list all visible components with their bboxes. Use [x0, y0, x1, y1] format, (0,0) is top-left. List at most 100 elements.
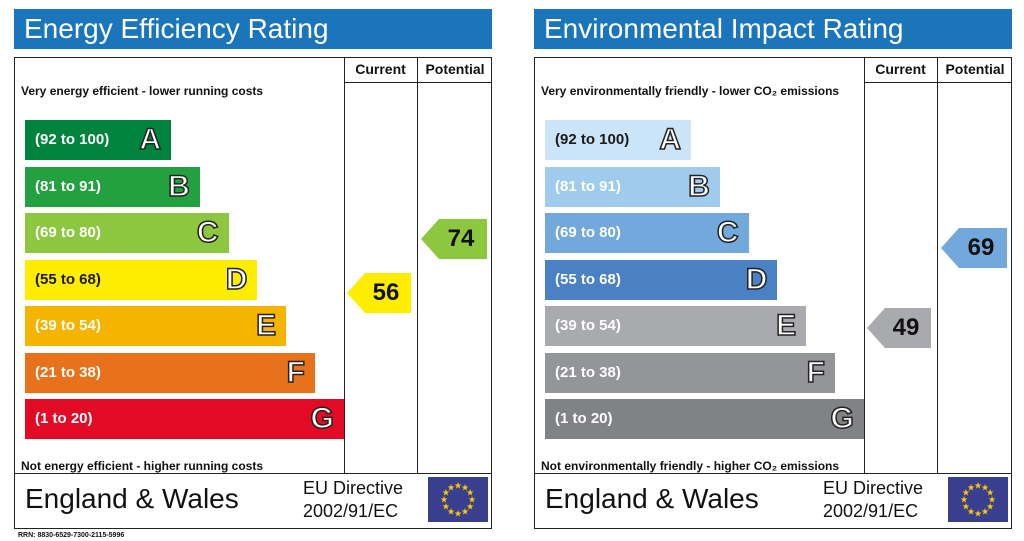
eu-star: ★ — [466, 502, 474, 512]
band-f: (21 to 38) F — [545, 352, 835, 393]
band-f: (21 to 38) F — [25, 352, 315, 393]
eu-stars: ★★★★★★★★★★★★ — [960, 481, 996, 519]
band-range-label: (92 to 100) — [35, 131, 110, 148]
eu-star: ★ — [967, 507, 975, 517]
top-note: Very energy efficient - lower running co… — [21, 84, 264, 98]
eu-star: ★ — [981, 482, 989, 492]
eu-star: ★ — [962, 502, 970, 512]
band-range-label: (69 to 80) — [555, 224, 621, 241]
rating-table: Current Potential Very environmentally f… — [534, 57, 1012, 529]
band-a: (92 to 100) A — [25, 120, 171, 160]
eu-star: ★ — [454, 481, 462, 491]
current-column-header: Current — [355, 61, 406, 77]
current-rating-arrow: 56 — [347, 272, 411, 313]
eu-star: ★ — [466, 488, 474, 498]
band-range-label: (1 to 20) — [555, 410, 613, 427]
band-range-label: (39 to 54) — [555, 317, 621, 334]
band-c: (69 to 80) C — [545, 213, 749, 253]
potential-rating-arrow: 69 — [941, 227, 1007, 268]
rating-arrow-shape — [347, 272, 411, 313]
header-divider — [864, 82, 1011, 83]
eu-star: ★ — [960, 495, 968, 505]
eu-star: ★ — [447, 482, 455, 492]
footer-country: England & Wales — [545, 483, 759, 514]
band-letter: A — [659, 122, 682, 157]
band-letter: D — [225, 262, 248, 297]
eu-star: ★ — [447, 507, 455, 517]
rating-arrow-shape — [421, 219, 487, 260]
band-e: (39 to 54) E — [25, 306, 287, 346]
potential-rating-value: 69 — [967, 233, 995, 261]
eu-star: ★ — [967, 482, 975, 492]
band-range-label: (1 to 20) — [35, 410, 93, 427]
band-a: (92 to 100) A — [545, 120, 691, 160]
eu-star: ★ — [962, 488, 970, 498]
eu-star: ★ — [461, 482, 469, 492]
band-letter: G — [310, 401, 335, 436]
current-column-header: Current — [875, 61, 926, 77]
band-letter: A — [139, 122, 162, 157]
band-range-label: (55 to 68) — [35, 270, 101, 288]
band-letter: F — [806, 355, 826, 390]
band-g: (1 to 20) G — [25, 399, 344, 439]
eu-star: ★ — [442, 488, 450, 498]
potential-rating-arrow: 74 — [421, 219, 487, 260]
current-rating-value: 49 — [892, 314, 920, 342]
band-range-label: (55 to 68) — [555, 270, 621, 288]
column-divider — [937, 58, 938, 474]
band-range-label: (81 to 91) — [555, 177, 621, 195]
band-g: (1 to 20) G — [545, 399, 864, 439]
band-letter: D — [745, 262, 768, 297]
footer-divider — [535, 473, 1011, 474]
band-letter: G — [830, 401, 855, 436]
bottom-note: Not energy efficient - higher running co… — [21, 459, 264, 473]
band-b: (81 to 91) B — [25, 166, 200, 207]
band-d: (55 to 68) D — [545, 259, 778, 300]
footer-directive: EU Directive 2002/91/EC — [303, 477, 403, 523]
panel-title: Energy Efficiency Rating — [14, 9, 492, 49]
header-divider — [344, 82, 491, 83]
potential-column-header: Potential — [945, 61, 1005, 77]
directive-line-1: EU Directive — [823, 478, 924, 498]
directive-line-1: EU Directive — [303, 478, 404, 498]
current-rating-arrow: 49 — [867, 308, 931, 349]
eu-stars: ★★★★★★★★★★★★ — [440, 481, 476, 519]
column-divider — [344, 58, 345, 474]
band-range-label: (81 to 91) — [35, 177, 101, 195]
column-divider — [417, 58, 418, 474]
band-letter: B — [687, 169, 710, 204]
eu-flag-icon: ★ ★ ★ ★ ★ ★ ★ ★ ★ ★ ★ ★ — [428, 477, 488, 522]
footer-directive: EU Directive 2002/91/EC — [823, 477, 923, 523]
band-range-label: (21 to 38) — [555, 363, 621, 381]
directive-line-2: 2002/91/EC — [823, 501, 919, 521]
eu-star: ★ — [986, 502, 994, 512]
band-d: (55 to 68) D — [25, 259, 258, 300]
eu-flag-icon: ★ ★ ★ ★ ★ ★ ★ ★ ★ ★ ★ ★ — [948, 477, 1008, 522]
eu-star: ★ — [988, 495, 996, 505]
band-c: (69 to 80) C — [25, 213, 229, 253]
band-letter: B — [167, 169, 190, 204]
band-range-label: (92 to 100) — [555, 131, 630, 148]
eu-star: ★ — [468, 495, 476, 505]
rating-arrow-shape — [867, 308, 931, 349]
band-range-label: (39 to 54) — [35, 317, 101, 334]
band-letter: F — [286, 355, 306, 390]
energy-efficiency-panel: Energy Efficiency Rating Current Potenti… — [14, 0, 492, 530]
eu-star: ★ — [461, 507, 469, 517]
potential-column-header: Potential — [425, 61, 485, 77]
potential-rating-value: 74 — [447, 225, 475, 253]
top-note: Very environmentally friendly - lower CO… — [541, 84, 840, 98]
column-divider — [864, 58, 865, 474]
directive-line-2: 2002/91/EC — [303, 501, 399, 521]
eu-star: ★ — [974, 481, 982, 491]
band-letter: C — [716, 215, 739, 250]
eu-star: ★ — [986, 488, 994, 498]
current-rating-value: 56 — [372, 278, 400, 306]
eu-star: ★ — [454, 509, 462, 519]
footer-divider — [15, 473, 491, 474]
band-letter: E — [775, 308, 797, 343]
rating-table: Current Potential Very energy efficient … — [14, 57, 492, 529]
footer-country: England & Wales — [25, 483, 239, 514]
band-range-label: (21 to 38) — [35, 363, 101, 381]
eu-star: ★ — [974, 509, 982, 519]
